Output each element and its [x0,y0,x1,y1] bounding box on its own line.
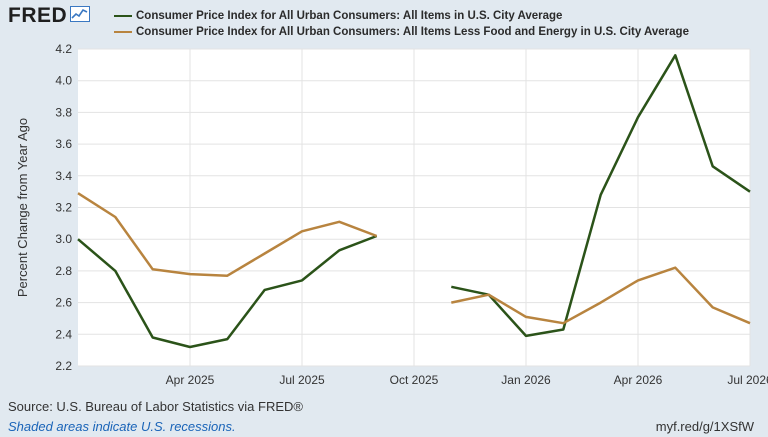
chart-legend: Consumer Price Index for All Urban Consu… [114,8,689,40]
y-tick-label: 3.8 [55,105,72,119]
legend-item-core[interactable]: Consumer Price Index for All Urban Consu… [114,24,689,40]
fred-logo[interactable]: FRED [8,4,91,28]
short-link[interactable]: myf.red/g/1XSfW [655,419,754,434]
y-tick-label: 2.8 [55,264,72,278]
y-tick-label: 4.0 [55,74,72,88]
x-tick-label: Jul 2026 [727,373,768,387]
legend-swatch-all-items [114,14,132,18]
x-tick-label: Apr 2025 [166,373,215,387]
y-tick-label: 2.6 [55,296,72,310]
recession-note: Shaded areas indicate U.S. recessions. [8,419,236,434]
legend-label-core: Consumer Price Index for All Urban Consu… [136,26,689,38]
legend-label-all-items: Consumer Price Index for All Urban Consu… [136,10,563,22]
line-chart[interactable]: 2.2 2.4 2.6 2.8 3.0 3.2 3.4 3.6 3.8 4.0 4.2 Apr 202… [0,0,768,395]
x-tick-label: Oct 2025 [390,373,439,387]
y-tick-label: 3.0 [55,232,72,246]
legend-item-all-items[interactable]: Consumer Price Index for All Urban Consu… [114,8,689,24]
x-tick-label: Jan 2026 [501,373,551,387]
y-tick-label: 2.2 [55,359,72,373]
y-tick-label: 3.4 [55,169,72,183]
series-line-all-items[interactable] [451,54,751,338]
x-tick-label: Jul 2025 [279,373,325,387]
line-chart-icon [70,5,91,27]
series-line-core[interactable] [77,192,378,277]
logo-text: FRED [8,4,68,27]
series-line-all-items[interactable] [77,234,378,349]
y-tick-label: 4.2 [55,42,72,56]
series-line-core[interactable] [451,266,751,325]
source-note: Source: U.S. Bureau of Labor Statistics … [8,399,303,414]
x-tick-label: Apr 2026 [614,373,663,387]
y-axis-label: Percent Change from Year Ago [15,118,30,297]
y-tick-label: 3.2 [55,201,72,215]
legend-swatch-core [114,30,132,34]
y-tick-label: 3.6 [55,137,72,151]
y-tick-label: 2.4 [55,327,72,341]
